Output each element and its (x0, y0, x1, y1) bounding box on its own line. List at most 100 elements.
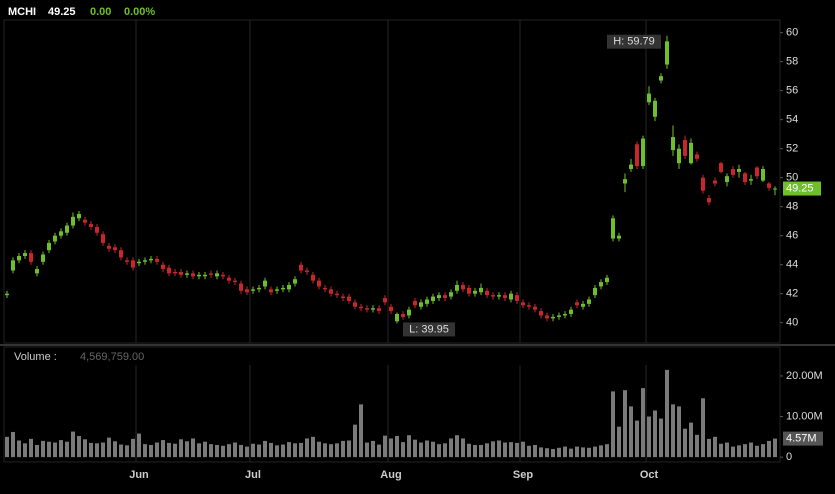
candle-body (239, 283, 243, 291)
volume-bar (743, 444, 747, 458)
candle-body (209, 273, 213, 275)
volume-bar (665, 369, 669, 458)
y-tick-label: 48 (786, 201, 798, 213)
candle-body (155, 258, 159, 262)
volume-bar (53, 442, 57, 458)
candle-body (245, 289, 249, 293)
volume-bar (155, 442, 159, 458)
candle-body (473, 290, 477, 294)
candle-body (749, 179, 753, 181)
volume-bar (131, 438, 135, 458)
volume-bar (443, 443, 447, 458)
candle-body (377, 308, 381, 312)
y-tick-label: 56 (786, 85, 798, 97)
candle-body (197, 274, 201, 277)
candle-body (629, 164, 633, 169)
candle-body (743, 173, 747, 183)
candle-body (119, 250, 123, 258)
volume-bar (263, 440, 267, 458)
volume-bar (209, 444, 213, 458)
candle-body (755, 167, 759, 177)
candle-body (71, 216, 75, 226)
candle-body (485, 290, 489, 296)
x-tick-label: Sep (513, 469, 533, 481)
volume-bar (71, 431, 75, 458)
candle-body (545, 315, 549, 319)
y-tick-label: 44 (786, 259, 798, 271)
volume-bar (299, 442, 303, 458)
volume-value: 4,569,759.00 (80, 351, 144, 363)
candle-body (179, 271, 183, 275)
candle-body (65, 225, 69, 233)
volume-bar (437, 444, 441, 458)
volume-bar (761, 444, 765, 458)
volume-bar (89, 442, 93, 458)
y-tick-label: 52 (786, 143, 798, 155)
volume-bar (497, 440, 501, 458)
y-tick-label: 20.00M (786, 370, 823, 382)
candle-body (575, 302, 579, 306)
volume-bar (125, 445, 129, 458)
candle-body (389, 306, 393, 312)
candle-body (587, 299, 591, 304)
volume-label: Volume : (14, 351, 57, 363)
volume-bar (29, 438, 33, 458)
volume-bar (683, 428, 687, 458)
candle-body (665, 41, 669, 65)
volume-bar (647, 416, 651, 458)
volume-bar (461, 438, 465, 458)
candle-body (95, 226, 99, 233)
volume-bar (401, 442, 405, 458)
volume-bar (509, 442, 513, 458)
candle-body (59, 231, 63, 236)
volume-bar (395, 436, 399, 458)
candle-body (47, 242, 51, 251)
volume-bar (11, 431, 15, 458)
candle-body (605, 277, 609, 283)
volume-bar (143, 444, 147, 458)
candle-body (143, 260, 147, 262)
volume-bar (731, 446, 735, 458)
candle-body (275, 289, 279, 291)
candle-body (617, 235, 621, 239)
volume-bar (773, 438, 777, 458)
candle-body (527, 305, 531, 307)
volume-bar (197, 443, 201, 458)
candle-body (719, 163, 723, 172)
candle-body (635, 144, 639, 167)
candle-body (11, 260, 15, 271)
volume-bar (707, 438, 711, 458)
volume-bar (641, 388, 645, 458)
volume-bar (701, 398, 705, 458)
volume-bar (545, 448, 549, 458)
candle-body (203, 274, 207, 277)
candle-body (437, 295, 441, 299)
y-tick-label: 50 (786, 172, 798, 184)
volume-bar (695, 434, 699, 458)
change: 0.00 (90, 6, 111, 18)
candle-body (521, 302, 525, 306)
candle-body (191, 273, 195, 277)
volume-bar (179, 439, 183, 458)
candle-body (497, 295, 501, 297)
volume-bar (527, 445, 531, 458)
volume-bar (83, 439, 87, 458)
volume-bar (593, 446, 597, 458)
last-price-label: 49.25 (786, 182, 814, 194)
y-tick-label: 60 (786, 27, 798, 39)
last-volume-label: 4.57M (786, 432, 817, 444)
y-tick-label: 10.00M (786, 410, 823, 422)
volume-bar (455, 435, 459, 458)
candle-body (137, 261, 141, 264)
volume-bar (467, 443, 471, 458)
volume-bar (533, 444, 537, 458)
candle-body (641, 138, 645, 167)
candle-body (425, 299, 429, 304)
candle-body (113, 247, 117, 251)
volume-bar (605, 444, 609, 458)
candle-body (281, 287, 285, 290)
volume-bar (749, 442, 753, 458)
volume-bar (563, 446, 567, 458)
volume-bar (113, 441, 117, 458)
